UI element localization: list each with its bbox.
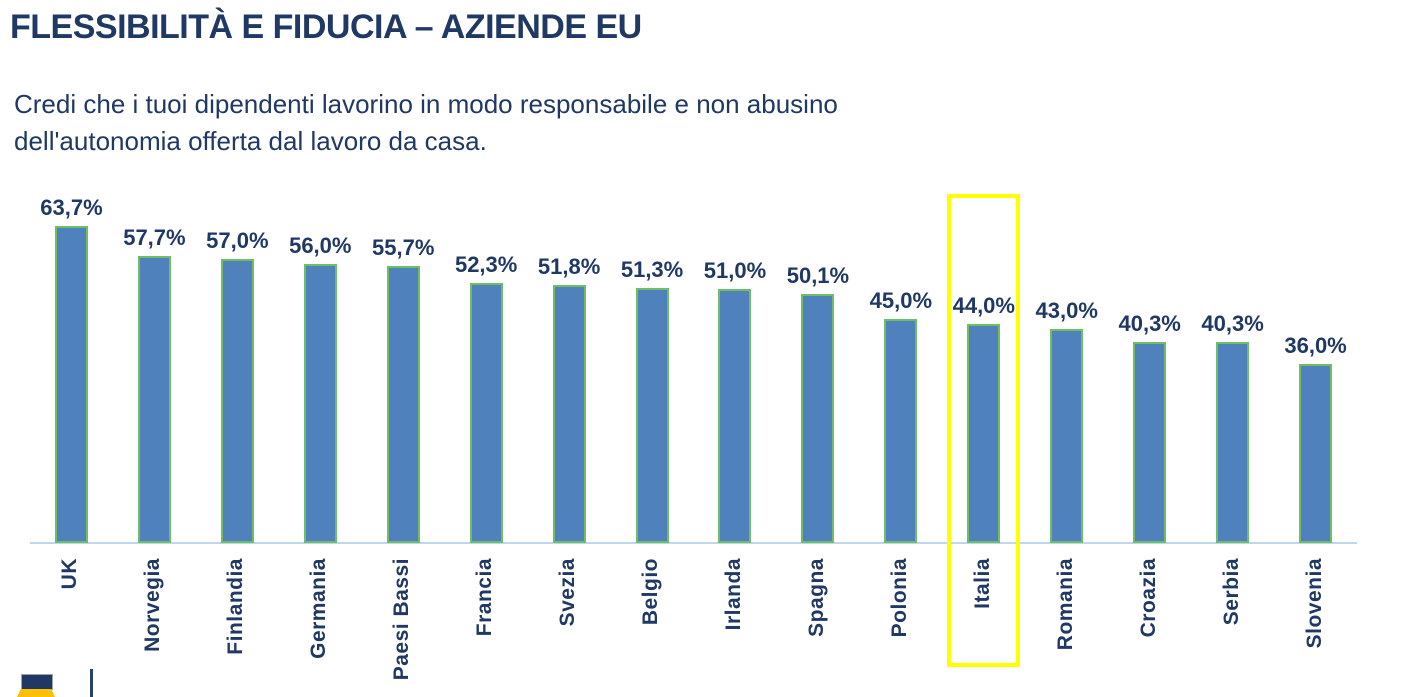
category-label-germania: Germania: [307, 558, 331, 659]
value-label-irlanda: 51,0%: [703, 258, 767, 284]
bar-italia: [967, 323, 1001, 543]
value-label-paesi-bassi: 55,7%: [372, 234, 435, 260]
category-label-norvegia: Norvegia: [141, 558, 165, 652]
value-label-croazia: 40,3%: [1118, 311, 1181, 337]
bar-spagna: [801, 293, 835, 543]
value-label-uk: 63,7%: [40, 194, 103, 220]
category-label-uk: UK: [58, 558, 82, 590]
value-label-francia: 52,3%: [454, 251, 518, 277]
bar-slovenia: [1299, 363, 1333, 543]
category-label-serbia: Serbia: [1219, 558, 1243, 626]
category-label-polonia: Polonia: [887, 558, 911, 638]
value-label-germania: 56,0%: [289, 233, 352, 259]
value-label-belgio: 51,3%: [620, 256, 684, 282]
logo-icon: [21, 674, 53, 690]
bar-belgio: [635, 287, 669, 543]
slide-subtitle: Credi che i tuoi dipendenti lavorino in …: [14, 89, 838, 156]
bar-francia: [469, 282, 503, 543]
value-label-italia: 44,0%: [952, 292, 1015, 318]
category-label-irlanda: Irlanda: [721, 558, 745, 631]
slide-title: FLESSIBILITÀ E FIDUCIA – AZIENDE EU: [10, 8, 642, 46]
value-label-slovenia: 36,0%: [1284, 332, 1347, 358]
bar-serbia: [1216, 342, 1250, 543]
value-label-polonia: 45,0%: [869, 287, 933, 313]
bar-irlanda: [718, 289, 752, 543]
bar-finlandia: [220, 259, 254, 543]
category-label-belgio: Belgio: [639, 558, 663, 626]
value-label-finlandia: 57,0%: [206, 228, 269, 254]
bar-paesi-bassi: [386, 265, 420, 543]
category-label-spagna: Spagna: [804, 558, 828, 637]
value-label-serbia: 40,3%: [1201, 311, 1264, 337]
bar-polonia: [884, 318, 918, 543]
category-label-finlandia: Finlandia: [224, 558, 248, 655]
bar-romania: [1050, 328, 1084, 543]
category-label-svezia: Svezia: [556, 558, 580, 627]
value-label-norvegia: 57,7%: [123, 224, 186, 250]
value-label-romania: 43,0%: [1035, 297, 1098, 323]
highlight-box-italia: [947, 194, 1021, 667]
category-label-slovenia: Slovenia: [1302, 558, 1326, 649]
category-label-francia: Francia: [473, 558, 497, 637]
bar-germania: [303, 264, 337, 543]
bar-norvegia: [137, 255, 171, 543]
x-axis-line: [30, 542, 1357, 544]
bar-svezia: [552, 285, 586, 543]
logo-base-icon: [17, 689, 55, 697]
category-label-croazia: Croazia: [1136, 558, 1160, 638]
category-label-paesi-bassi: Paesi Bassi: [390, 558, 414, 681]
bar-croazia: [1133, 342, 1167, 543]
value-label-svezia: 51,8%: [537, 254, 601, 280]
value-label-spagna: 50,1%: [786, 262, 850, 288]
footer-divider: [90, 669, 93, 697]
bar-chart: 63,7% UK 57,7% Norvegia 57,0% Finlandia 56,0% G…: [0, 190, 1407, 697]
bar-uk: [54, 225, 88, 543]
category-label-romania: Romania: [1053, 558, 1077, 651]
